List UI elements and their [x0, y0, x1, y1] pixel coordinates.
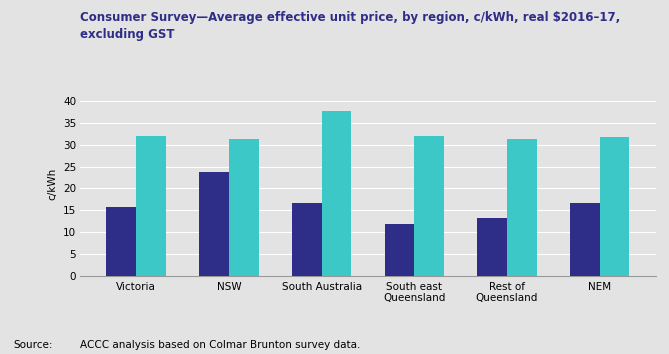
Bar — [106, 207, 136, 276]
Bar — [199, 172, 229, 276]
Text: Source:: Source: — [13, 341, 53, 350]
Bar — [136, 136, 166, 276]
Bar — [570, 203, 600, 276]
Bar — [414, 136, 444, 276]
Bar — [478, 218, 507, 276]
Y-axis label: c/kWh: c/kWh — [47, 168, 58, 200]
Bar — [292, 203, 322, 276]
Text: Consumer Survey—Average effective unit price, by region, c/kWh, real $2016–17,
e: Consumer Survey—Average effective unit p… — [80, 11, 621, 41]
Legend: Solar, No Solar: Solar, No Solar — [310, 351, 426, 354]
Bar — [322, 111, 351, 276]
Bar — [600, 137, 630, 276]
Bar — [385, 223, 414, 276]
Bar — [507, 139, 537, 276]
Text: ACCC analysis based on Colmar Brunton survey data.: ACCC analysis based on Colmar Brunton su… — [67, 341, 361, 350]
Bar — [229, 139, 258, 276]
